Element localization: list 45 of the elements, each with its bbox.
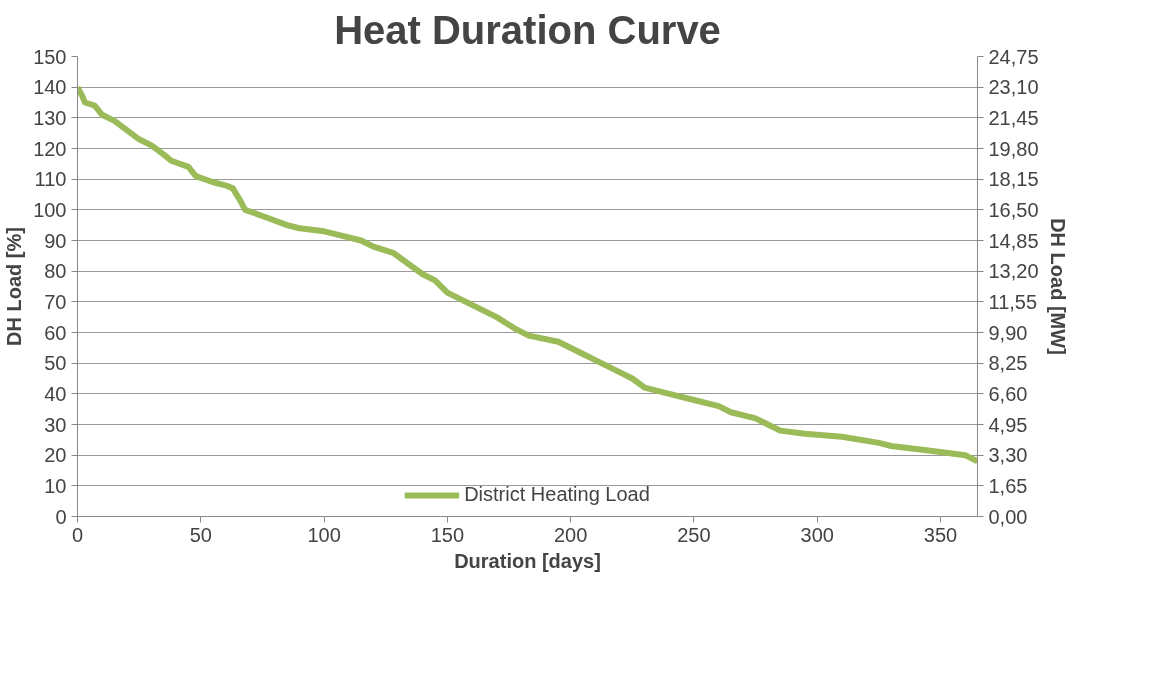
legend-label: District Heating Load xyxy=(464,483,650,506)
y2-tick-label: 6,60 xyxy=(988,382,1028,405)
y2-tick-label: 8,25 xyxy=(988,352,1028,375)
y2-tick-label: 0,00 xyxy=(988,505,1028,528)
y2-tick-label: 14,85 xyxy=(988,229,1039,252)
y-tick-label: 150 xyxy=(33,45,67,68)
y2-tick-label: 13,20 xyxy=(988,260,1039,283)
y2-tick-label: 19,80 xyxy=(988,137,1039,160)
x-tick-label: 250 xyxy=(677,523,711,546)
chart-title: Heat Duration Curve xyxy=(334,7,721,52)
y-tick-label: 10 xyxy=(44,474,67,497)
y-tick-label: 130 xyxy=(33,106,67,129)
y2-tick-label: 11,55 xyxy=(988,290,1038,313)
y-tick-label: 90 xyxy=(44,229,67,252)
y2-tick-label: 16,50 xyxy=(988,198,1039,221)
y2-tick-label: 21,45 xyxy=(988,106,1039,129)
y-tick-label: 20 xyxy=(44,444,67,467)
y2-axis-title: DH Load [MW] xyxy=(1046,218,1069,355)
y-axis-title: DH Load [%] xyxy=(3,227,26,346)
y-tick-label: 140 xyxy=(33,76,67,99)
y-tick-label: 0 xyxy=(55,505,67,528)
x-tick-label: 50 xyxy=(189,523,212,546)
y2-tick-label: 23,10 xyxy=(988,76,1039,99)
y2-tick-label: 3,30 xyxy=(988,444,1028,467)
x-axis-title: Duration [days] xyxy=(454,549,601,572)
x-tick-label: 150 xyxy=(430,523,465,546)
y-tick-label: 30 xyxy=(44,413,67,436)
y2-tick-label: 18,15 xyxy=(988,168,1039,191)
x-tick-label: 0 xyxy=(71,523,84,546)
y-tick-label: 60 xyxy=(44,321,67,344)
y-tick-label: 50 xyxy=(44,352,67,375)
y2-tick-label: 24,75 xyxy=(988,45,1039,68)
y-tick-label: 110 xyxy=(34,168,67,191)
y-tick-label: 40 xyxy=(44,382,67,405)
x-tick-label: 300 xyxy=(800,523,834,546)
x-tick-label: 100 xyxy=(307,523,341,546)
y2-tick-label: 1,65 xyxy=(988,474,1028,497)
x-tick-label: 200 xyxy=(553,523,588,546)
x-tick-label: 350 xyxy=(923,523,958,546)
y-tick-label: 80 xyxy=(44,260,67,283)
y-tick-label: 120 xyxy=(33,137,67,160)
y-tick-label: 70 xyxy=(44,290,67,313)
y2-tick-label: 9,90 xyxy=(988,321,1028,344)
y2-tick-label: 4,95 xyxy=(988,413,1028,436)
y-tick-label: 100 xyxy=(33,198,67,221)
